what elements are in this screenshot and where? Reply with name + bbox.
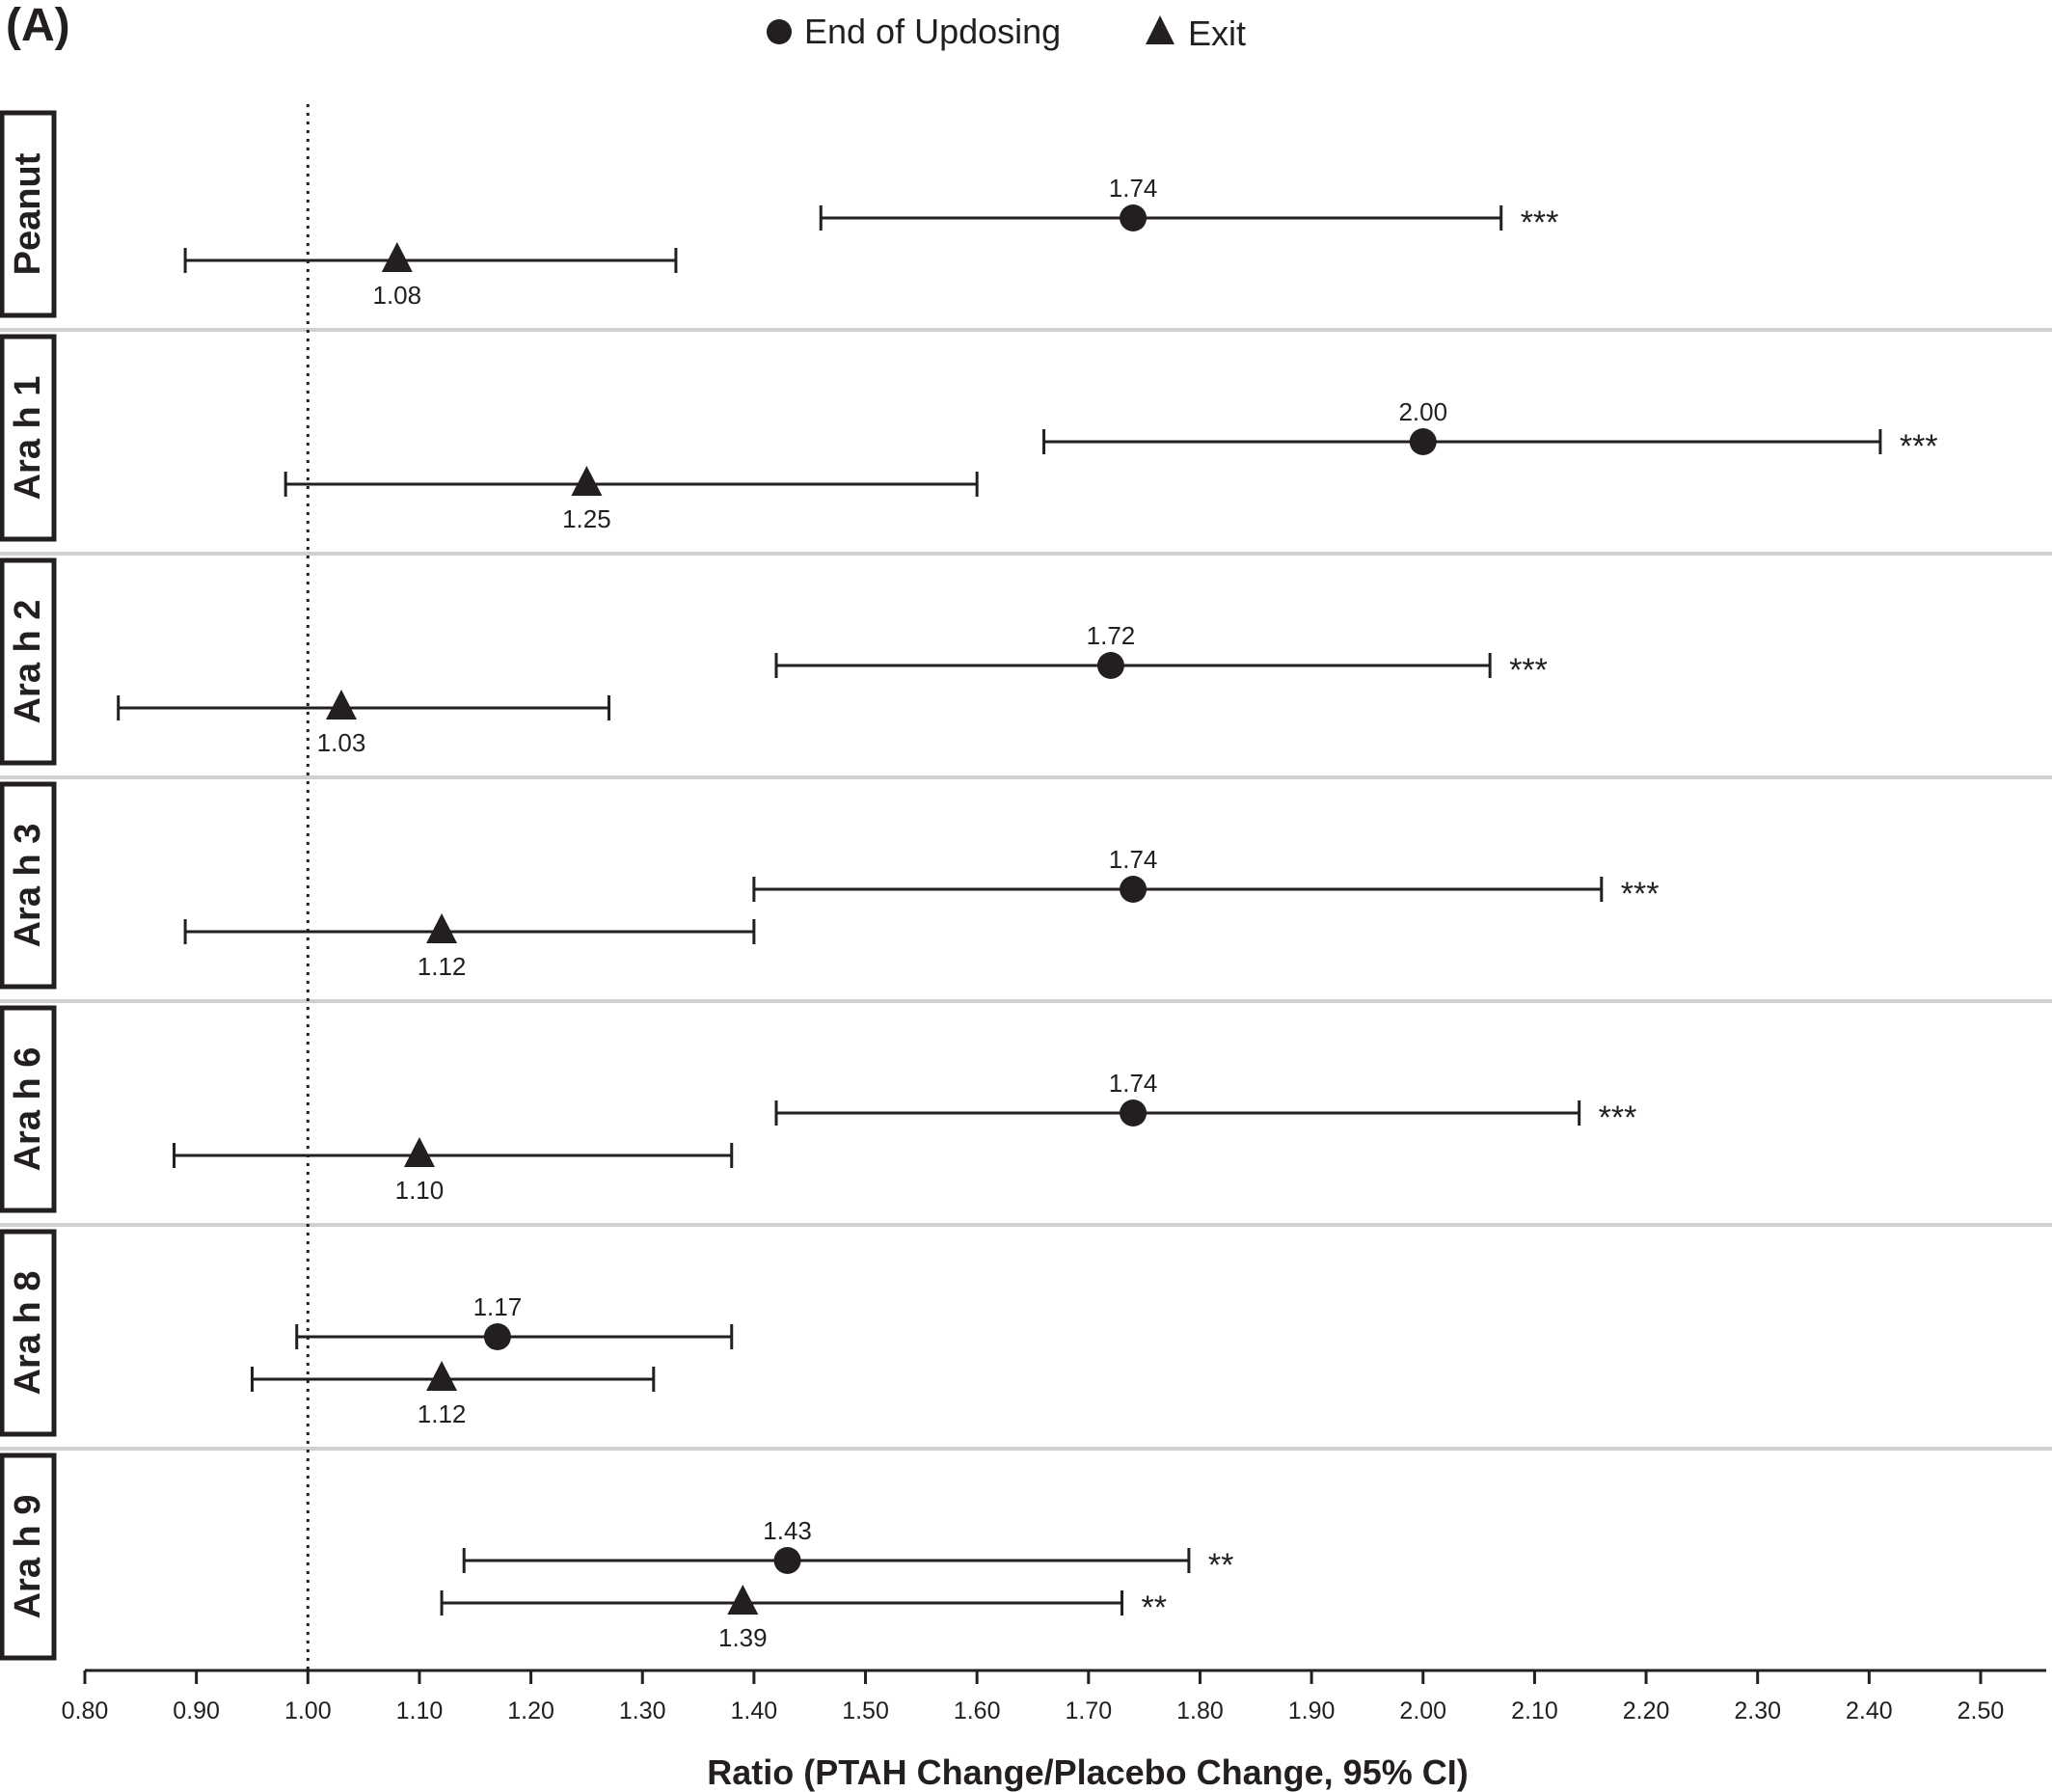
x-tick-label: 2.50 (1958, 1697, 2005, 1724)
point-exit (325, 690, 357, 720)
data-label-end-of-updosing: 1.74 (1109, 1069, 1158, 1098)
x-tick-label: 2.30 (1734, 1697, 1781, 1724)
point-end-of-updosing (773, 1547, 801, 1574)
point-exit (426, 1361, 458, 1391)
group-label: Ara h 3 (8, 824, 48, 948)
data-label-exit: 1.25 (562, 504, 611, 533)
x-tick-label: 1.00 (284, 1697, 332, 1724)
group-label-box (0, 557, 57, 766)
x-tick-label: 1.40 (731, 1697, 778, 1724)
legend: End of Updosing Exit (767, 12, 1246, 53)
point-exit (571, 466, 603, 496)
significance-end-of-updosing: *** (1599, 1100, 1637, 1136)
group-label-box (0, 1005, 57, 1213)
panel-label: (A) (6, 0, 70, 51)
group-label: Ara h 2 (8, 600, 48, 724)
ci-end-of-updosing (462, 1548, 1191, 1573)
significance-end-of-updosing: *** (1900, 428, 1938, 465)
significance-end-of-updosing: ** (1208, 1547, 1233, 1584)
point-end-of-updosing (1120, 204, 1148, 231)
x-axis: 0.80 0.90 1.00 1.10 1.20 1.30 1.40 1.50 1.60 1.70… (62, 1669, 2046, 1724)
ci-end-of-updosing (774, 1100, 1581, 1126)
group-label-box (0, 110, 57, 318)
data-label-exit: 1.12 (418, 952, 467, 981)
significance-exit: ** (1142, 1589, 1167, 1626)
ci-exit (173, 1143, 734, 1168)
x-tick-label: 2.00 (1399, 1697, 1446, 1724)
group-label-box (0, 781, 57, 990)
x-tick-label: 1.70 (1065, 1697, 1112, 1724)
data-label-end-of-updosing: 1.17 (473, 1292, 523, 1321)
plot-area: 1.74***1.082.00***1.251.72***1.031.74***… (117, 174, 1938, 1652)
data-label-end-of-updosing: 1.74 (1109, 174, 1158, 203)
group-label-box (0, 1453, 57, 1661)
significance-end-of-updosing: *** (1521, 204, 1559, 241)
point-end-of-updosing (1096, 652, 1124, 679)
legend-label-exit: Exit (1188, 14, 1246, 53)
x-tick-label: 1.20 (507, 1697, 554, 1724)
data-label-exit: 1.03 (317, 728, 366, 757)
group-label: Ara h 9 (8, 1495, 48, 1619)
x-tick-label: 1.10 (396, 1697, 444, 1724)
x-tick-label: 0.80 (62, 1697, 109, 1724)
legend-label-end-of-updosing: End of Updosing (804, 12, 1061, 51)
point-end-of-updosing (483, 1323, 511, 1350)
ci-exit (284, 472, 979, 497)
x-tick-label: 2.20 (1623, 1697, 1670, 1724)
x-tick-label: 2.40 (1846, 1697, 1893, 1724)
ci-end-of-updosing (752, 877, 1604, 902)
data-label-exit: 1.10 (395, 1176, 445, 1205)
x-tick-label: 1.50 (842, 1697, 889, 1724)
data-label-exit: 1.12 (418, 1399, 467, 1428)
ci-exit (117, 695, 611, 720)
x-tick-label: 0.90 (173, 1697, 220, 1724)
data-label-end-of-updosing: 1.72 (1087, 621, 1136, 650)
point-end-of-updosing (1120, 876, 1148, 903)
x-tick-label: 1.30 (619, 1697, 666, 1724)
data-label-end-of-updosing: 2.00 (1398, 397, 1447, 426)
point-exit (403, 1137, 435, 1167)
significance-end-of-updosing: *** (1621, 876, 1660, 912)
data-label-end-of-updosing: 1.43 (763, 1516, 812, 1545)
group-labels: Peanut Ara h 1 Ara h 2 Ara h 3 Ara h 6 Ara h … (0, 110, 57, 1661)
point-end-of-updosing (1120, 1100, 1148, 1127)
data-label-exit: 1.39 (718, 1623, 768, 1652)
group-label-box (0, 1229, 57, 1437)
group-separators (0, 328, 2052, 1451)
x-tick-label: 1.90 (1288, 1697, 1336, 1724)
x-tick-label: 1.60 (954, 1697, 1001, 1724)
ci-exit (250, 1367, 656, 1392)
ci-exit (183, 248, 678, 273)
group-label: Ara h 1 (8, 376, 48, 501)
data-label-end-of-updosing: 1.74 (1109, 845, 1158, 874)
point-exit (727, 1585, 759, 1615)
x-axis-title: Ratio (PTAH Change/Placebo Change, 95% C… (707, 1752, 1468, 1792)
legend-triangle-marker (1146, 15, 1174, 44)
group-label: Ara h 8 (8, 1271, 48, 1396)
data-label-exit: 1.08 (373, 281, 422, 310)
ci-end-of-updosing (819, 205, 1503, 231)
ci-exit (440, 1590, 1124, 1616)
group-label: Peanut (8, 152, 48, 275)
ci-end-of-updosing (774, 653, 1492, 678)
legend-circle-marker (767, 19, 792, 44)
group-label: Ara h 6 (8, 1047, 48, 1172)
significance-end-of-updosing: *** (1509, 652, 1548, 689)
ci-end-of-updosing (295, 1324, 734, 1349)
point-exit (426, 913, 458, 943)
x-tick-label: 1.80 (1176, 1697, 1224, 1724)
point-exit (381, 242, 413, 272)
point-end-of-updosing (1409, 428, 1437, 455)
x-tick-label: 2.10 (1511, 1697, 1558, 1724)
group-label-box (0, 334, 57, 542)
ci-exit (183, 919, 756, 944)
ci-end-of-updosing (1042, 429, 1882, 454)
